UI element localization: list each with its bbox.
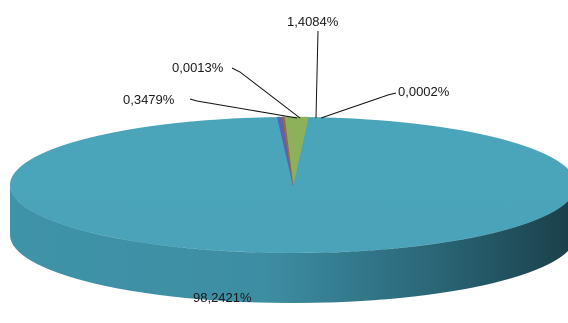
leader-line-1 [315,30,319,119]
slice-label-4: 0,0002% [398,84,450,99]
slice-label-1: 1,4084% [287,14,339,29]
slice-label-0: 98,2421% [193,290,252,305]
pie-side-surface [10,185,568,303]
pie-labels: 1,4084% 0,0013% 0,3479% 0,0002% 98,2421% [123,14,450,305]
pie-side-wall [10,185,568,303]
slice-label-3: 0,0013% [172,60,224,75]
leader-line-2 [189,98,298,119]
pie-slice-0 [10,117,568,253]
leader-line-4 [320,92,397,119]
slice-label-2: 0,3479% [123,92,175,107]
pie-top-face [10,116,568,253]
pie-slice-4 [282,116,294,186]
leader-line-3 [231,67,301,119]
